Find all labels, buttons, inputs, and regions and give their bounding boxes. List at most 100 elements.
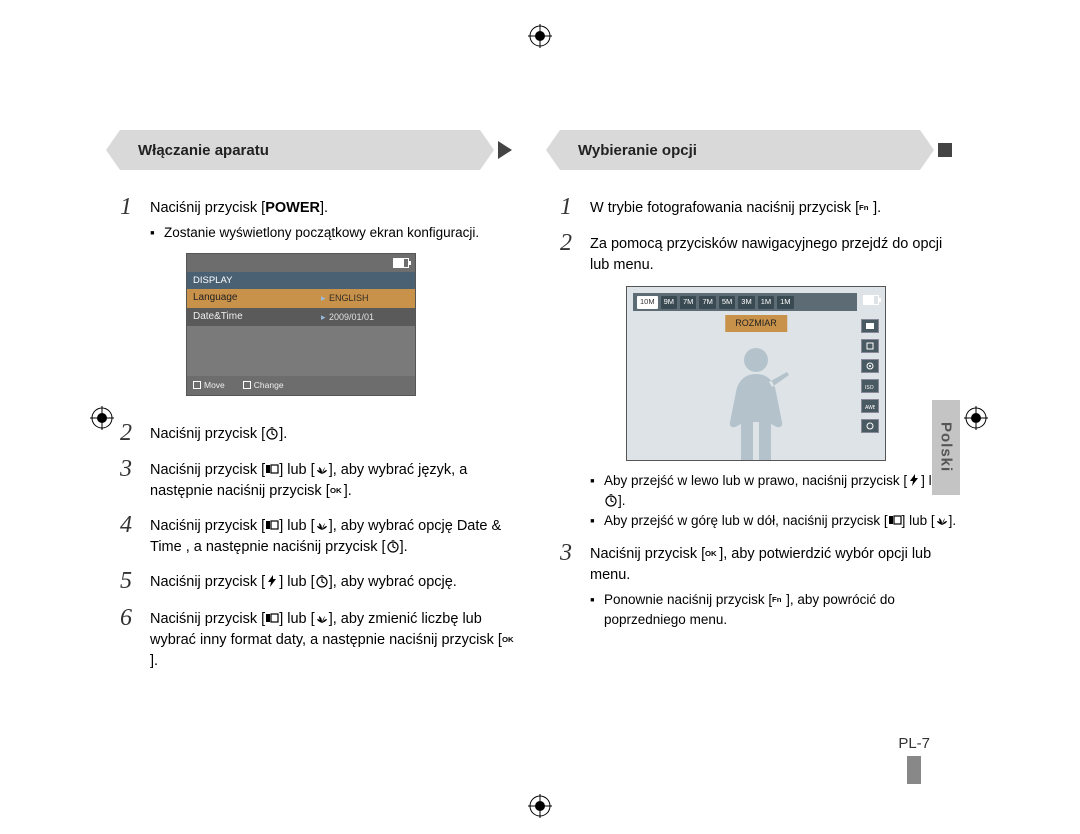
language-tab-label: Polski bbox=[938, 422, 955, 472]
display-icon bbox=[265, 462, 279, 476]
battery-icon bbox=[393, 258, 409, 268]
step-5: 5 Naciśnij przycisk [] lub [], aby wybra… bbox=[120, 568, 520, 594]
menu-value: ENGLISH bbox=[329, 292, 409, 305]
timer-icon bbox=[604, 493, 618, 507]
flash-icon bbox=[265, 574, 279, 588]
chevron-right-icon: ▸ bbox=[321, 292, 329, 305]
flash-icon bbox=[907, 473, 921, 487]
left-column: Włączanie aparatu 1 Naciśnij przycisk [P… bbox=[120, 130, 520, 682]
text: Naciśnij przycisk [ bbox=[150, 200, 265, 216]
text: W trybie fotografowania naciśnij przycis… bbox=[590, 200, 859, 216]
svg-text:ISO: ISO bbox=[865, 385, 874, 391]
text: Naciśnij przycisk [ bbox=[150, 611, 265, 627]
menu-label: Language bbox=[193, 291, 321, 306]
text: Naciśnij przycisk [ bbox=[150, 462, 265, 478]
macro-icon bbox=[315, 611, 329, 625]
size-icon: 7M bbox=[699, 296, 715, 309]
text: Naciśnij przycisk [ bbox=[590, 546, 705, 562]
text: ]. bbox=[150, 653, 158, 669]
ribbon-right-title: Wybieranie opcji bbox=[560, 130, 920, 170]
text: ]. bbox=[320, 200, 328, 216]
step-2: 2 Naciśnij przycisk []. bbox=[120, 420, 520, 446]
text: ]. bbox=[279, 426, 287, 442]
step-1: 1 Naciśnij przycisk [POWER]. ▪Zostanie w… bbox=[120, 194, 520, 410]
timer-icon bbox=[265, 426, 279, 440]
size-icon: 10M bbox=[637, 296, 658, 309]
timer-icon bbox=[386, 539, 400, 553]
display-topbar bbox=[187, 254, 415, 272]
display-icon bbox=[888, 513, 902, 527]
text: ] lub [ bbox=[279, 574, 314, 590]
text: ]. bbox=[949, 513, 957, 528]
sub-note: ▪Zostanie wyświetlony początkowy ekran k… bbox=[150, 223, 520, 243]
text: ]. bbox=[344, 483, 352, 499]
page-number: PL-7 bbox=[898, 735, 930, 752]
iso-icon: ISO bbox=[861, 379, 879, 393]
r-step-1: 1 W trybie fotografowania naciśnij przyc… bbox=[560, 194, 960, 220]
step-4: 4 Naciśnij przycisk [] lub [], aby wybra… bbox=[120, 512, 520, 558]
ok-icon bbox=[705, 546, 719, 560]
size-icon: 7M bbox=[680, 296, 696, 309]
text: Aby przejść w lewo lub w prawo, naciśnij… bbox=[604, 473, 907, 488]
text: Za pomocą przycisków nawigacyjnego przej… bbox=[590, 236, 942, 273]
display-menu: DISPLAY Language ▸ ENGLISH Date&Time ▸ 2… bbox=[187, 272, 415, 327]
size-icon: 3M bbox=[738, 296, 754, 309]
text: ] lub [ bbox=[279, 518, 314, 534]
text: ]. bbox=[400, 539, 408, 555]
sub-note: ▪ Aby przejść w lewo lub w prawo, naciśn… bbox=[590, 471, 960, 530]
step-number: 1 bbox=[120, 194, 150, 410]
text: ], aby wybrać opcję. bbox=[329, 574, 457, 590]
right-steps: 1 W trybie fotografowania naciśnij przyc… bbox=[560, 194, 960, 629]
preview-side-icons: ISO AWB bbox=[861, 319, 879, 433]
play-icon bbox=[498, 141, 512, 159]
fn-icon bbox=[859, 200, 873, 214]
page-marker-icon bbox=[907, 756, 921, 784]
ok-icon bbox=[330, 483, 344, 497]
text: Aby przejść w górę lub w dół, naciśnij p… bbox=[604, 513, 888, 528]
step-body: Naciśnij przycisk [POWER]. ▪Zostanie wyś… bbox=[150, 194, 520, 410]
registration-mark-bottom bbox=[528, 794, 552, 818]
text: Naciśnij przycisk [ bbox=[150, 426, 265, 442]
stop-icon bbox=[938, 143, 952, 157]
ribbon-right: Wybieranie opcji bbox=[560, 130, 960, 170]
battery-icon bbox=[863, 295, 879, 305]
text: ]. bbox=[618, 493, 626, 508]
menu-value: 2009/01/01 bbox=[329, 311, 409, 324]
text: Ponownie naciśnij przycisk [ bbox=[604, 592, 772, 607]
r-step-3: 3 Naciśnij przycisk [], aby potwierdzić … bbox=[560, 540, 960, 629]
manual-page: Włączanie aparatu 1 Naciśnij przycisk [P… bbox=[120, 130, 960, 682]
right-column: Wybieranie opcji 1 W trybie fotografowan… bbox=[560, 130, 960, 682]
macro-icon bbox=[315, 462, 329, 476]
size-icon: 9M bbox=[661, 296, 677, 309]
size-label: ROZMIAR bbox=[725, 315, 787, 332]
size-icon: 1M bbox=[758, 296, 774, 309]
size-icon: 1M bbox=[777, 296, 793, 309]
text: Naciśnij przycisk [ bbox=[150, 518, 265, 534]
menu-label: Date&Time bbox=[193, 310, 321, 325]
footer-move-label: Move bbox=[204, 380, 225, 390]
registration-mark-right bbox=[964, 406, 988, 430]
camera-preview-mockup: 10M 9M 7M 7M 5M 3M 1M 1M ROZMIAR bbox=[626, 286, 886, 461]
display-icon bbox=[265, 611, 279, 625]
face-icon bbox=[861, 419, 879, 433]
language-tab: Polski bbox=[932, 400, 960, 495]
chevron-right-icon: ▸ bbox=[321, 311, 329, 324]
ribbon-left-title: Włączanie aparatu bbox=[120, 130, 480, 170]
menu-row-datetime: Date&Time ▸ 2009/01/01 bbox=[187, 308, 415, 327]
sub-note: ▪ Ponownie naciśnij przycisk [], aby pow… bbox=[590, 590, 960, 629]
timer-icon bbox=[315, 574, 329, 588]
display-footer: Move Change bbox=[187, 376, 415, 394]
person-silhouette-icon bbox=[711, 340, 801, 460]
text: ] lub [ bbox=[902, 513, 935, 528]
r-step-2: 2 Za pomocą przycisków nawigacyjnego prz… bbox=[560, 230, 960, 530]
registration-mark-top bbox=[528, 24, 552, 48]
step-6: 6 Naciśnij przycisk [] lub [], aby zmien… bbox=[120, 605, 520, 672]
text: ] lub [ bbox=[279, 462, 314, 478]
metering-icon bbox=[861, 359, 879, 373]
size-icon: 5M bbox=[719, 296, 735, 309]
registration-mark-left bbox=[90, 406, 114, 430]
text: ] lub [ bbox=[279, 611, 314, 627]
macro-icon bbox=[935, 513, 949, 527]
left-steps: 1 Naciśnij przycisk [POWER]. ▪Zostanie w… bbox=[120, 194, 520, 672]
svg-text:AWB: AWB bbox=[865, 405, 875, 411]
